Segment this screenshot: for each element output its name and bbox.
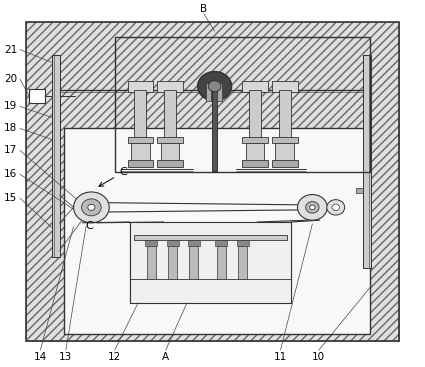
Bar	[157, 81, 183, 92]
Bar	[272, 160, 298, 167]
Bar	[134, 235, 287, 240]
Text: 12: 12	[108, 352, 122, 362]
Text: 13: 13	[59, 352, 73, 362]
Bar	[238, 246, 247, 279]
Circle shape	[82, 199, 101, 216]
Bar	[26, 22, 399, 341]
Text: C: C	[99, 167, 127, 186]
Text: 20: 20	[4, 74, 17, 84]
Text: 10: 10	[312, 352, 325, 362]
Bar	[52, 55, 60, 257]
Circle shape	[74, 192, 109, 223]
Text: B: B	[201, 4, 207, 14]
Text: 21: 21	[4, 44, 17, 55]
Bar	[272, 81, 298, 92]
Bar	[130, 222, 291, 303]
Bar	[128, 81, 153, 92]
Bar	[206, 83, 211, 101]
Bar	[131, 143, 150, 161]
Bar	[26, 22, 399, 341]
Circle shape	[327, 200, 345, 215]
Text: 15: 15	[4, 193, 17, 203]
Bar	[161, 143, 179, 161]
Bar	[188, 240, 200, 246]
Bar	[167, 240, 178, 246]
Bar	[242, 137, 268, 143]
Bar	[29, 89, 45, 103]
Bar	[212, 86, 217, 171]
Text: 17: 17	[4, 145, 17, 156]
Bar	[128, 160, 153, 167]
Bar	[242, 160, 268, 167]
Text: A: A	[162, 352, 169, 362]
Bar	[115, 37, 370, 172]
Text: 11: 11	[274, 352, 287, 362]
Bar	[237, 240, 249, 246]
Circle shape	[306, 201, 319, 213]
Bar	[168, 246, 177, 279]
Bar	[157, 137, 183, 143]
Bar	[217, 246, 226, 279]
Bar	[189, 246, 198, 279]
Text: 14: 14	[34, 352, 47, 362]
Bar	[130, 279, 291, 303]
Bar	[279, 90, 291, 138]
Circle shape	[198, 72, 232, 101]
Bar	[128, 137, 153, 143]
Bar	[249, 90, 261, 138]
Bar	[147, 246, 156, 279]
Bar	[242, 81, 268, 92]
Circle shape	[208, 81, 221, 92]
Bar	[363, 55, 371, 268]
Bar	[115, 37, 370, 172]
Bar	[272, 137, 298, 143]
Circle shape	[310, 205, 315, 210]
Bar	[145, 240, 157, 246]
Bar	[246, 143, 264, 161]
Bar	[356, 188, 363, 193]
Bar	[134, 90, 146, 138]
Circle shape	[332, 204, 340, 211]
Bar	[157, 160, 183, 167]
Bar	[215, 240, 227, 246]
Bar	[64, 128, 370, 334]
Bar	[164, 90, 176, 138]
Circle shape	[88, 204, 95, 210]
Bar	[217, 83, 222, 101]
Bar	[275, 143, 294, 161]
Text: 18: 18	[4, 123, 17, 134]
Text: 16: 16	[4, 169, 17, 179]
Circle shape	[298, 195, 327, 220]
Text: C: C	[85, 221, 93, 231]
Bar	[130, 279, 291, 303]
Text: 19: 19	[4, 101, 17, 112]
